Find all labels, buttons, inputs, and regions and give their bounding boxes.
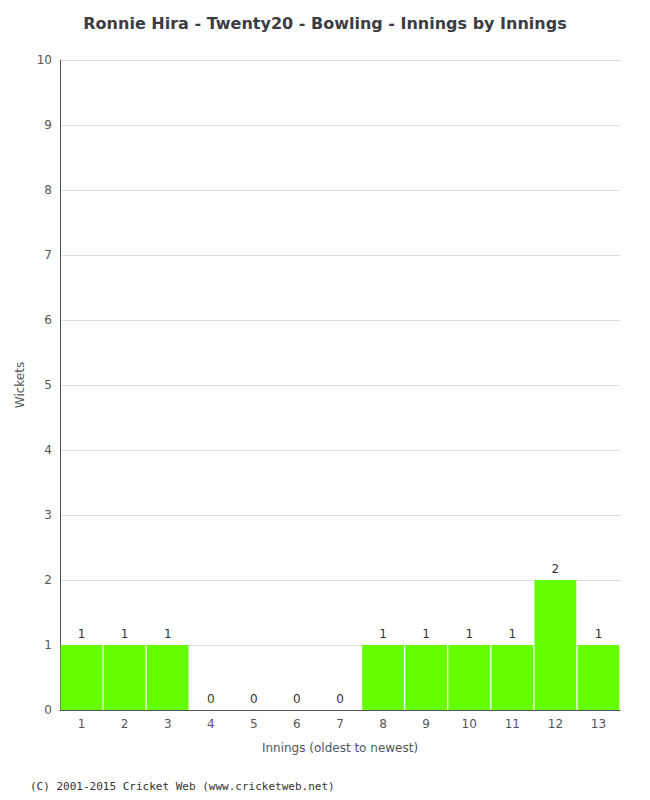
svg-text:12: 12 [548,717,563,731]
svg-text:7: 7 [44,248,52,262]
svg-text:10: 10 [462,717,477,731]
svg-text:13: 13 [591,717,606,731]
svg-text:4: 4 [44,443,52,457]
svg-text:6: 6 [293,717,301,731]
svg-text:3: 3 [164,717,172,731]
svg-text:10: 10 [37,53,52,67]
svg-text:Ronnie Hira - Twenty20 - Bowli: Ronnie Hira - Twenty20 - Bowling - Innin… [83,14,566,33]
svg-text:1: 1 [595,627,603,641]
svg-text:Innings (oldest to newest): Innings (oldest to newest) [262,741,418,755]
svg-text:1: 1 [78,717,86,731]
svg-text:0: 0 [207,692,215,706]
svg-text:0: 0 [293,692,301,706]
svg-text:1: 1 [379,627,387,641]
svg-text:1: 1 [78,627,86,641]
svg-text:1: 1 [121,627,129,641]
svg-text:8: 8 [379,717,387,731]
svg-text:4: 4 [207,717,215,731]
svg-text:0: 0 [44,703,52,717]
svg-text:8: 8 [44,183,52,197]
svg-text:(C) 2001-2015 Cricket Web (www: (C) 2001-2015 Cricket Web (www.cricketwe… [30,780,335,793]
svg-text:1: 1 [465,627,473,641]
svg-text:Wickets: Wickets [13,362,27,408]
svg-text:9: 9 [422,717,430,731]
svg-text:5: 5 [44,378,52,392]
svg-text:2: 2 [552,562,560,576]
svg-text:11: 11 [505,717,520,731]
svg-text:6: 6 [44,313,52,327]
svg-text:1: 1 [422,627,430,641]
svg-text:1: 1 [508,627,516,641]
svg-text:0: 0 [250,692,258,706]
svg-text:5: 5 [250,717,258,731]
svg-text:7: 7 [336,717,344,731]
svg-text:3: 3 [44,508,52,522]
svg-text:2: 2 [44,573,52,587]
svg-text:0: 0 [336,692,344,706]
svg-text:2: 2 [121,717,129,731]
svg-text:9: 9 [44,118,52,132]
svg-text:1: 1 [164,627,172,641]
svg-text:1: 1 [44,638,52,652]
